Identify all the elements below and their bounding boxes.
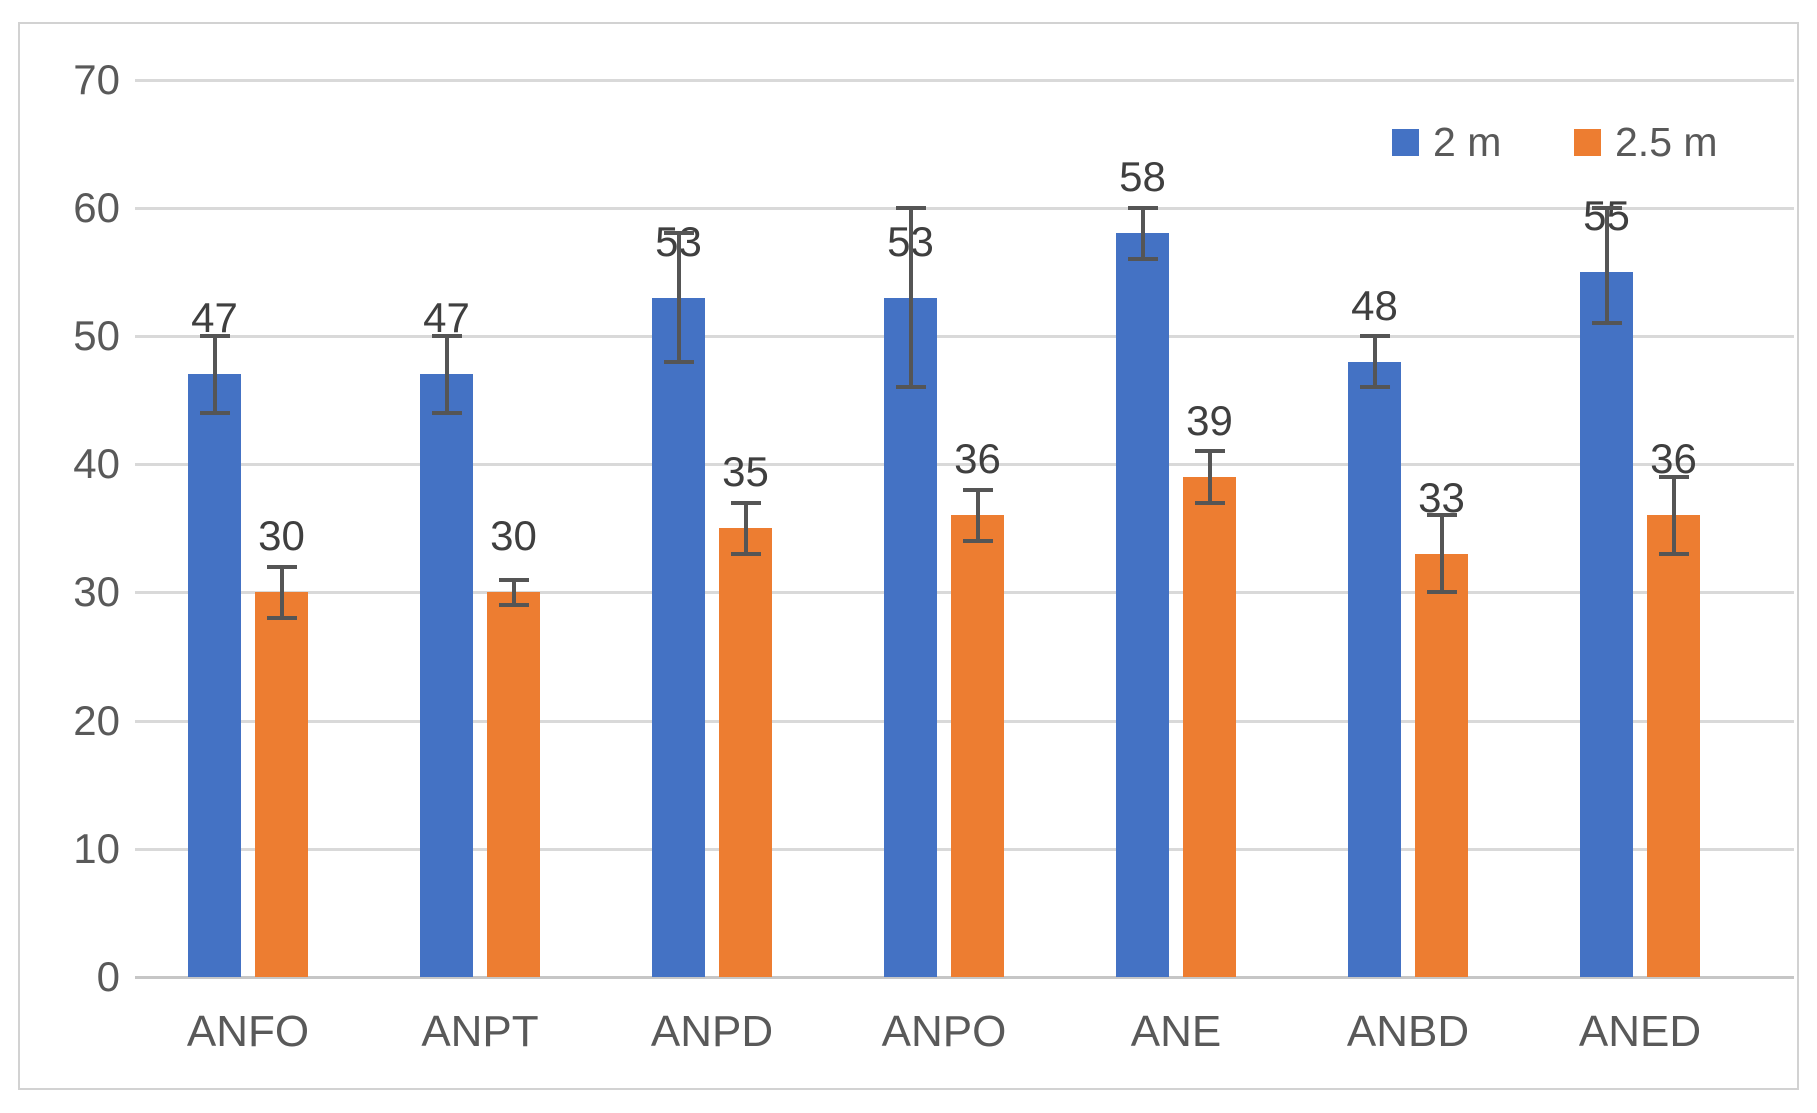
gridline-60 — [135, 206, 1794, 210]
error-cap-top-ANED-0 — [1591, 205, 1622, 210]
error-cap-top-ANPO-1 — [962, 487, 993, 492]
legend-item-2_5m: 2.5 m — [1574, 120, 1718, 164]
y-tick-label-0: 0 — [96, 953, 120, 1000]
bar-2m-ANPD — [652, 297, 705, 977]
error-cap-top-ANPD-0 — [663, 231, 694, 236]
error-cap-top-ANBD-1 — [1426, 513, 1457, 518]
error-cap-bottom-ANPT-0 — [431, 410, 462, 415]
y-tick-label-30: 30 — [73, 568, 120, 616]
error-bar-ANPO-1 — [975, 489, 980, 542]
x-tick-label-ANED: ANED — [1578, 1007, 1702, 1056]
error-bar-ANPT-1 — [511, 579, 516, 606]
error-cap-bottom-ANFO-1 — [266, 616, 297, 621]
legend-swatch-2m-icon — [1392, 128, 1419, 156]
bar-2m-ANPO — [884, 297, 937, 977]
error-cap-top-ANED-1 — [1658, 475, 1689, 480]
error-cap-bottom-ANE-1 — [1194, 500, 1225, 505]
bar-25m-ANPT — [487, 592, 540, 977]
bar-25m-ANPD — [719, 528, 772, 977]
gridline-40 — [135, 463, 1794, 467]
bar-2m-ANBD — [1348, 361, 1401, 977]
data-label-25m-ANFO: 30 — [258, 512, 305, 560]
bar-2m-ANED — [1580, 271, 1633, 977]
error-bar-ANPD-0 — [676, 233, 681, 362]
legend-label-2m: 2 m — [1433, 119, 1502, 165]
x-tick-label-ANFO: ANFO — [186, 1007, 310, 1056]
error-bar-ANPT-0 — [444, 336, 449, 413]
data-label-25m-ANED: 36 — [1650, 435, 1697, 483]
data-label-25m-ANBD: 33 — [1418, 473, 1465, 521]
data-label-25m-ANPO: 36 — [954, 435, 1001, 483]
data-label-25m-ANPT: 30 — [490, 512, 537, 560]
legend-label-2_5m: 2.5 m — [1615, 119, 1718, 165]
y-tick-label-70: 70 — [73, 55, 120, 103]
bar-2m-ANPT — [420, 374, 473, 977]
x-tick-label-ANPO: ANPO — [881, 1007, 1007, 1056]
y-tick-label-40: 40 — [73, 440, 120, 488]
error-cap-top-ANE-0 — [1127, 205, 1158, 210]
legend-swatch-2_5m-icon — [1574, 128, 1601, 156]
error-cap-bottom-ANFO-0 — [199, 410, 230, 415]
bar-25m-ANE — [1183, 477, 1236, 977]
error-cap-top-ANPD-1 — [730, 500, 761, 505]
error-cap-top-ANE-1 — [1194, 449, 1225, 454]
bar-25m-ANPO — [951, 515, 1004, 977]
error-cap-top-ANBD-0 — [1359, 334, 1390, 338]
error-cap-bottom-ANPD-0 — [663, 359, 694, 364]
x-tick-label-ANBD: ANBD — [1346, 1007, 1470, 1056]
error-cap-top-ANPO-0 — [895, 205, 926, 210]
y-tick-label-60: 60 — [73, 183, 120, 231]
data-label-2m-ANPT: 47 — [423, 294, 470, 342]
bar-2m-ANFO — [188, 374, 241, 977]
error-bar-ANE-1 — [1207, 451, 1212, 503]
bar-25m-ANED — [1647, 515, 1700, 977]
x-tick-label-ANPT: ANPT — [421, 1007, 539, 1056]
error-cap-bottom-ANPD-1 — [730, 551, 761, 556]
data-label-2m-ANFO: 47 — [191, 294, 238, 342]
x-tick-label-ANE: ANE — [1130, 1007, 1222, 1056]
chart-frame: 2 m 2.5 m 0 10 20 30 40 50 60 70 47 30 ANFO 47 30 ANP… — [18, 22, 1799, 1090]
error-bar-ANED-0 — [1604, 207, 1609, 324]
gridline-70 — [135, 78, 1794, 82]
legend-item-2m: 2 m — [1392, 120, 1501, 164]
error-cap-bottom-ANE-0 — [1127, 257, 1158, 262]
error-bar-ANFO-0 — [212, 336, 217, 413]
error-bar-ANPD-1 — [743, 502, 748, 554]
data-label-25m-ANE: 39 — [1186, 397, 1233, 445]
x-tick-label-ANPD: ANPD — [650, 1007, 774, 1056]
data-label-2m-ANE: 58 — [1119, 153, 1166, 201]
y-tick-label-20: 20 — [73, 696, 120, 744]
error-bar-ANFO-1 — [279, 566, 284, 619]
error-cap-top-ANPT-1 — [498, 577, 529, 582]
y-tick-label-50: 50 — [73, 312, 120, 359]
error-bar-ANE-0 — [1140, 207, 1145, 260]
error-bar-ANPO-0 — [908, 207, 913, 388]
error-cap-top-ANPT-0 — [431, 334, 462, 338]
error-cap-bottom-ANPT-1 — [498, 603, 529, 608]
gridline-50 — [135, 335, 1794, 338]
error-cap-bottom-ANBD-0 — [1359, 385, 1390, 390]
bar-2m-ANE — [1116, 233, 1169, 977]
error-bar-ANBD-1 — [1439, 515, 1444, 593]
error-bar-ANED-1 — [1671, 477, 1676, 554]
error-cap-top-ANFO-1 — [266, 564, 297, 569]
y-tick-label-10: 10 — [73, 824, 120, 872]
data-label-25m-ANPD: 35 — [722, 448, 769, 496]
bar-25m-ANFO — [255, 592, 308, 977]
x-axis-line — [135, 976, 1794, 979]
error-cap-bottom-ANPO-1 — [962, 539, 993, 544]
error-cap-bottom-ANED-1 — [1658, 551, 1689, 556]
error-cap-bottom-ANED-0 — [1591, 321, 1622, 326]
data-label-2m-ANBD: 48 — [1351, 281, 1398, 329]
error-cap-top-ANFO-0 — [199, 334, 230, 338]
bar-25m-ANBD — [1415, 553, 1468, 977]
error-cap-bottom-ANBD-1 — [1426, 590, 1457, 595]
error-bar-ANBD-0 — [1372, 336, 1377, 388]
error-cap-bottom-ANPO-0 — [895, 385, 926, 390]
